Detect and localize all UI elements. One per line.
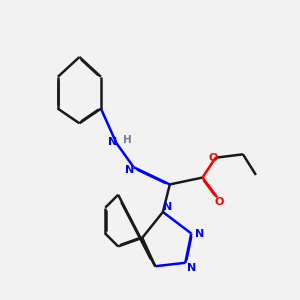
Text: N: N [125,165,134,175]
Text: N: N [187,263,196,273]
Text: N: N [195,229,204,238]
Text: N: N [108,137,117,148]
Text: H: H [124,135,132,145]
Text: O: O [214,197,224,207]
Text: N: N [163,202,172,212]
Text: O: O [208,153,218,163]
